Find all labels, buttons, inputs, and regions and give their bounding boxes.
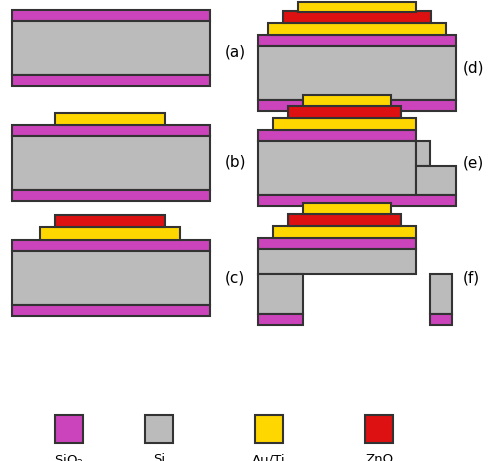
Bar xyxy=(416,166,456,195)
Bar xyxy=(258,195,456,206)
Bar xyxy=(12,240,210,251)
Bar xyxy=(12,305,210,316)
Bar xyxy=(268,23,446,35)
Bar xyxy=(273,118,416,130)
Bar xyxy=(258,314,303,325)
Bar xyxy=(303,203,391,214)
Bar xyxy=(40,227,180,240)
Bar xyxy=(258,100,456,111)
Bar xyxy=(12,251,210,305)
Text: (c): (c) xyxy=(225,271,245,285)
Bar xyxy=(255,415,283,443)
Text: (f): (f) xyxy=(463,271,480,285)
Bar xyxy=(258,35,456,46)
Bar xyxy=(258,130,416,141)
Text: SiO$_2$: SiO$_2$ xyxy=(54,453,84,461)
Text: Au/Ti: Au/Ti xyxy=(252,453,286,461)
Bar xyxy=(145,415,173,443)
Bar xyxy=(258,274,303,314)
Bar xyxy=(430,314,452,325)
Bar xyxy=(55,215,165,227)
Bar xyxy=(258,238,416,249)
Bar xyxy=(298,2,416,12)
Bar xyxy=(273,226,416,238)
Text: (e): (e) xyxy=(463,155,484,171)
Bar xyxy=(288,106,401,118)
Text: (a): (a) xyxy=(225,45,246,59)
Bar xyxy=(365,415,393,443)
Bar xyxy=(258,46,456,100)
Bar xyxy=(12,75,210,86)
Text: (b): (b) xyxy=(225,154,246,170)
Bar xyxy=(55,415,83,443)
Bar xyxy=(12,136,210,190)
Bar xyxy=(12,190,210,201)
Bar xyxy=(55,113,165,125)
Bar xyxy=(430,274,452,314)
Bar xyxy=(258,141,416,195)
Bar xyxy=(258,249,416,274)
Bar xyxy=(12,125,210,136)
Bar xyxy=(416,141,430,166)
Text: ZnO: ZnO xyxy=(365,453,393,461)
Text: Si: Si xyxy=(153,453,165,461)
Bar xyxy=(12,10,210,21)
Bar xyxy=(12,21,210,75)
Bar xyxy=(303,95,391,106)
Bar xyxy=(288,214,401,226)
Text: (d): (d) xyxy=(463,60,484,76)
Bar xyxy=(283,11,431,23)
